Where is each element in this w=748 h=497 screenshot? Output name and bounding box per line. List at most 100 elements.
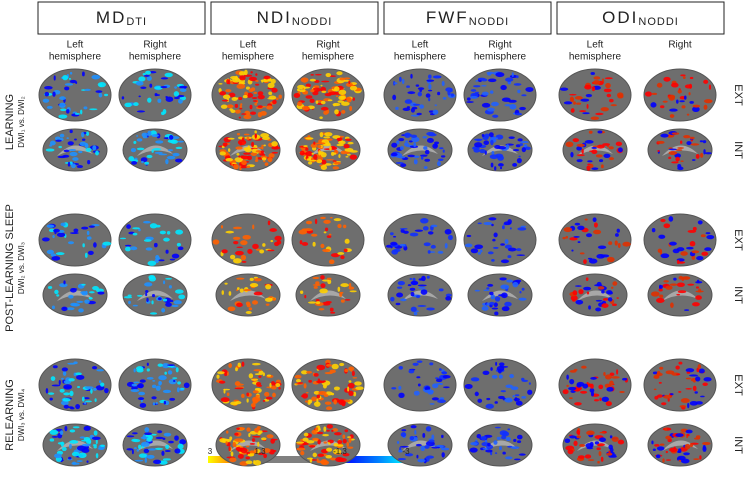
header-main: MD	[96, 8, 126, 27]
activation-blob	[228, 92, 236, 98]
activation-blob	[341, 109, 346, 114]
activation-blob	[651, 228, 656, 233]
brain-medial	[577, 145, 613, 156]
brain-surface	[463, 68, 537, 122]
activation-blob	[603, 88, 612, 93]
activation-blob	[422, 136, 428, 139]
activation-blob	[227, 137, 235, 140]
activation-blob	[669, 393, 674, 396]
activation-blob	[617, 242, 621, 249]
activation-blob	[73, 361, 78, 365]
activation-blob	[267, 156, 273, 163]
activation-blob	[411, 106, 418, 110]
brain-surface	[463, 213, 537, 267]
activation-blob	[145, 292, 148, 297]
activation-blob	[48, 392, 55, 395]
activation-blob	[347, 446, 354, 449]
activation-blob	[220, 225, 224, 229]
activation-blob	[595, 307, 602, 312]
activation-blob	[93, 445, 97, 449]
activation-blob	[395, 162, 404, 164]
activation-blob	[252, 224, 255, 230]
activation-blob	[681, 278, 684, 282]
activation-blob	[399, 445, 409, 448]
activation-blob	[491, 307, 499, 310]
activation-blob	[325, 406, 333, 411]
activation-blob	[579, 390, 588, 394]
activation-blob	[396, 140, 400, 145]
activation-blob	[435, 377, 439, 380]
activation-blob	[513, 397, 520, 402]
activation-blob	[157, 297, 162, 301]
activation-blob	[175, 367, 179, 373]
activation-blob	[572, 138, 580, 143]
activation-blob	[336, 71, 343, 76]
activation-blob	[257, 105, 263, 108]
activation-blob	[237, 362, 241, 368]
activation-blob	[141, 160, 144, 164]
activation-blob	[68, 148, 77, 151]
activation-blob	[236, 302, 243, 308]
activation-blob	[413, 390, 420, 396]
activation-blob	[659, 284, 663, 289]
activation-blob	[586, 233, 593, 238]
activation-blob	[413, 311, 418, 316]
brain	[387, 128, 453, 172]
activation-blob	[236, 246, 243, 249]
activation-blob	[665, 450, 669, 454]
activation-blob	[401, 78, 405, 85]
activation-blob	[410, 280, 419, 285]
activation-blob	[507, 218, 512, 225]
activation-blob	[618, 147, 623, 153]
activation-blob	[518, 453, 526, 456]
activation-blob	[272, 297, 276, 301]
activation-blob	[269, 383, 272, 388]
activation-blob	[678, 390, 682, 393]
activation-blob	[70, 302, 78, 307]
activation-blob	[674, 153, 681, 159]
activation-blob	[663, 280, 669, 283]
activation-blob	[409, 232, 419, 237]
activation-blob	[417, 91, 422, 97]
activation-blob	[225, 89, 232, 93]
activation-blob	[53, 75, 56, 81]
activation-blob	[417, 284, 427, 287]
activation-blob	[663, 394, 672, 399]
activation-blob	[261, 157, 267, 161]
hemisphere-label: hemisphere	[394, 52, 447, 63]
activation-blob	[312, 241, 316, 247]
activation-blob	[332, 428, 339, 432]
activation-blob	[306, 370, 313, 374]
activation-blob	[410, 291, 415, 297]
activation-blob	[604, 374, 612, 380]
activation-blob	[657, 140, 665, 144]
activation-blob	[507, 255, 512, 259]
activation-blob	[132, 232, 138, 236]
activation-blob	[569, 435, 577, 439]
activation-blob	[570, 295, 578, 301]
activation-blob	[573, 368, 578, 371]
activation-blob	[660, 133, 669, 138]
activation-blob	[63, 280, 66, 285]
activation-blob	[275, 383, 281, 388]
activation-blob	[64, 86, 70, 91]
brain	[38, 213, 112, 267]
activation-blob	[308, 399, 313, 404]
activation-blob	[151, 133, 159, 138]
activation-blob	[521, 395, 527, 399]
activation-blob	[257, 452, 265, 456]
activation-blob	[473, 148, 480, 153]
activation-blob	[574, 222, 581, 226]
activation-blob	[598, 450, 602, 457]
activation-blob	[248, 432, 251, 438]
activation-blob	[241, 160, 247, 166]
activation-blob	[337, 439, 343, 444]
activation-blob	[656, 372, 663, 377]
activation-blob	[253, 291, 263, 296]
brain-surface	[558, 358, 632, 412]
activation-blob	[685, 368, 695, 373]
activation-blob	[316, 380, 325, 384]
activation-blob	[324, 132, 333, 137]
hemisphere-label: Left	[67, 40, 84, 51]
activation-blob	[136, 449, 140, 452]
